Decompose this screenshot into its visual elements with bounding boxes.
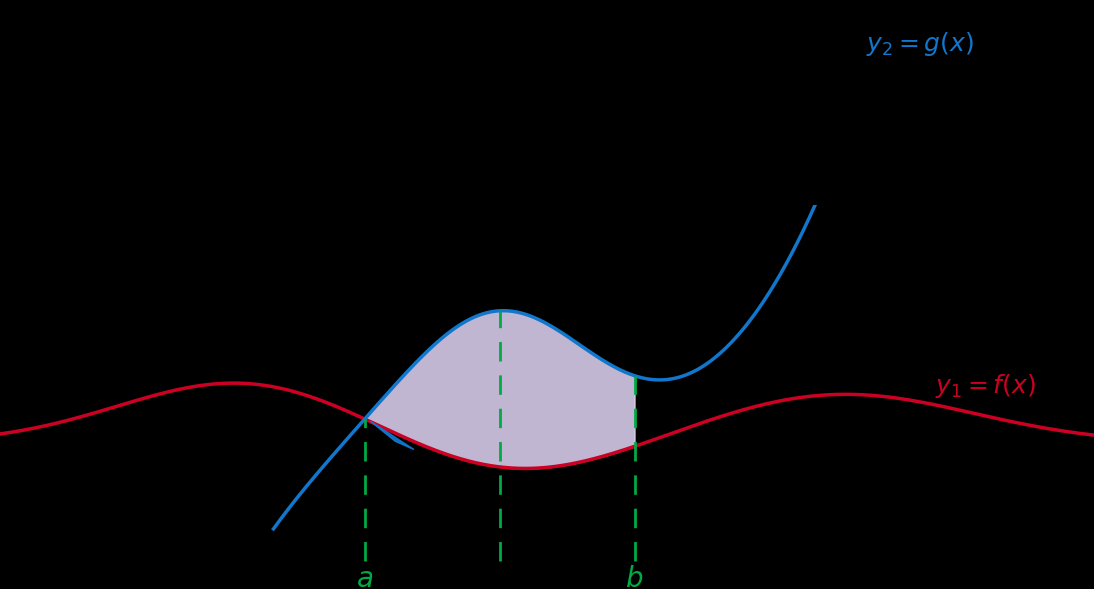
Text: $y_2 = g(x)$: $y_2 = g(x)$ [866,29,975,58]
Text: $b$: $b$ [626,565,643,589]
Polygon shape [370,421,414,449]
Text: $y_1 = f(x)$: $y_1 = f(x)$ [935,372,1036,400]
Text: $a$: $a$ [357,565,373,589]
